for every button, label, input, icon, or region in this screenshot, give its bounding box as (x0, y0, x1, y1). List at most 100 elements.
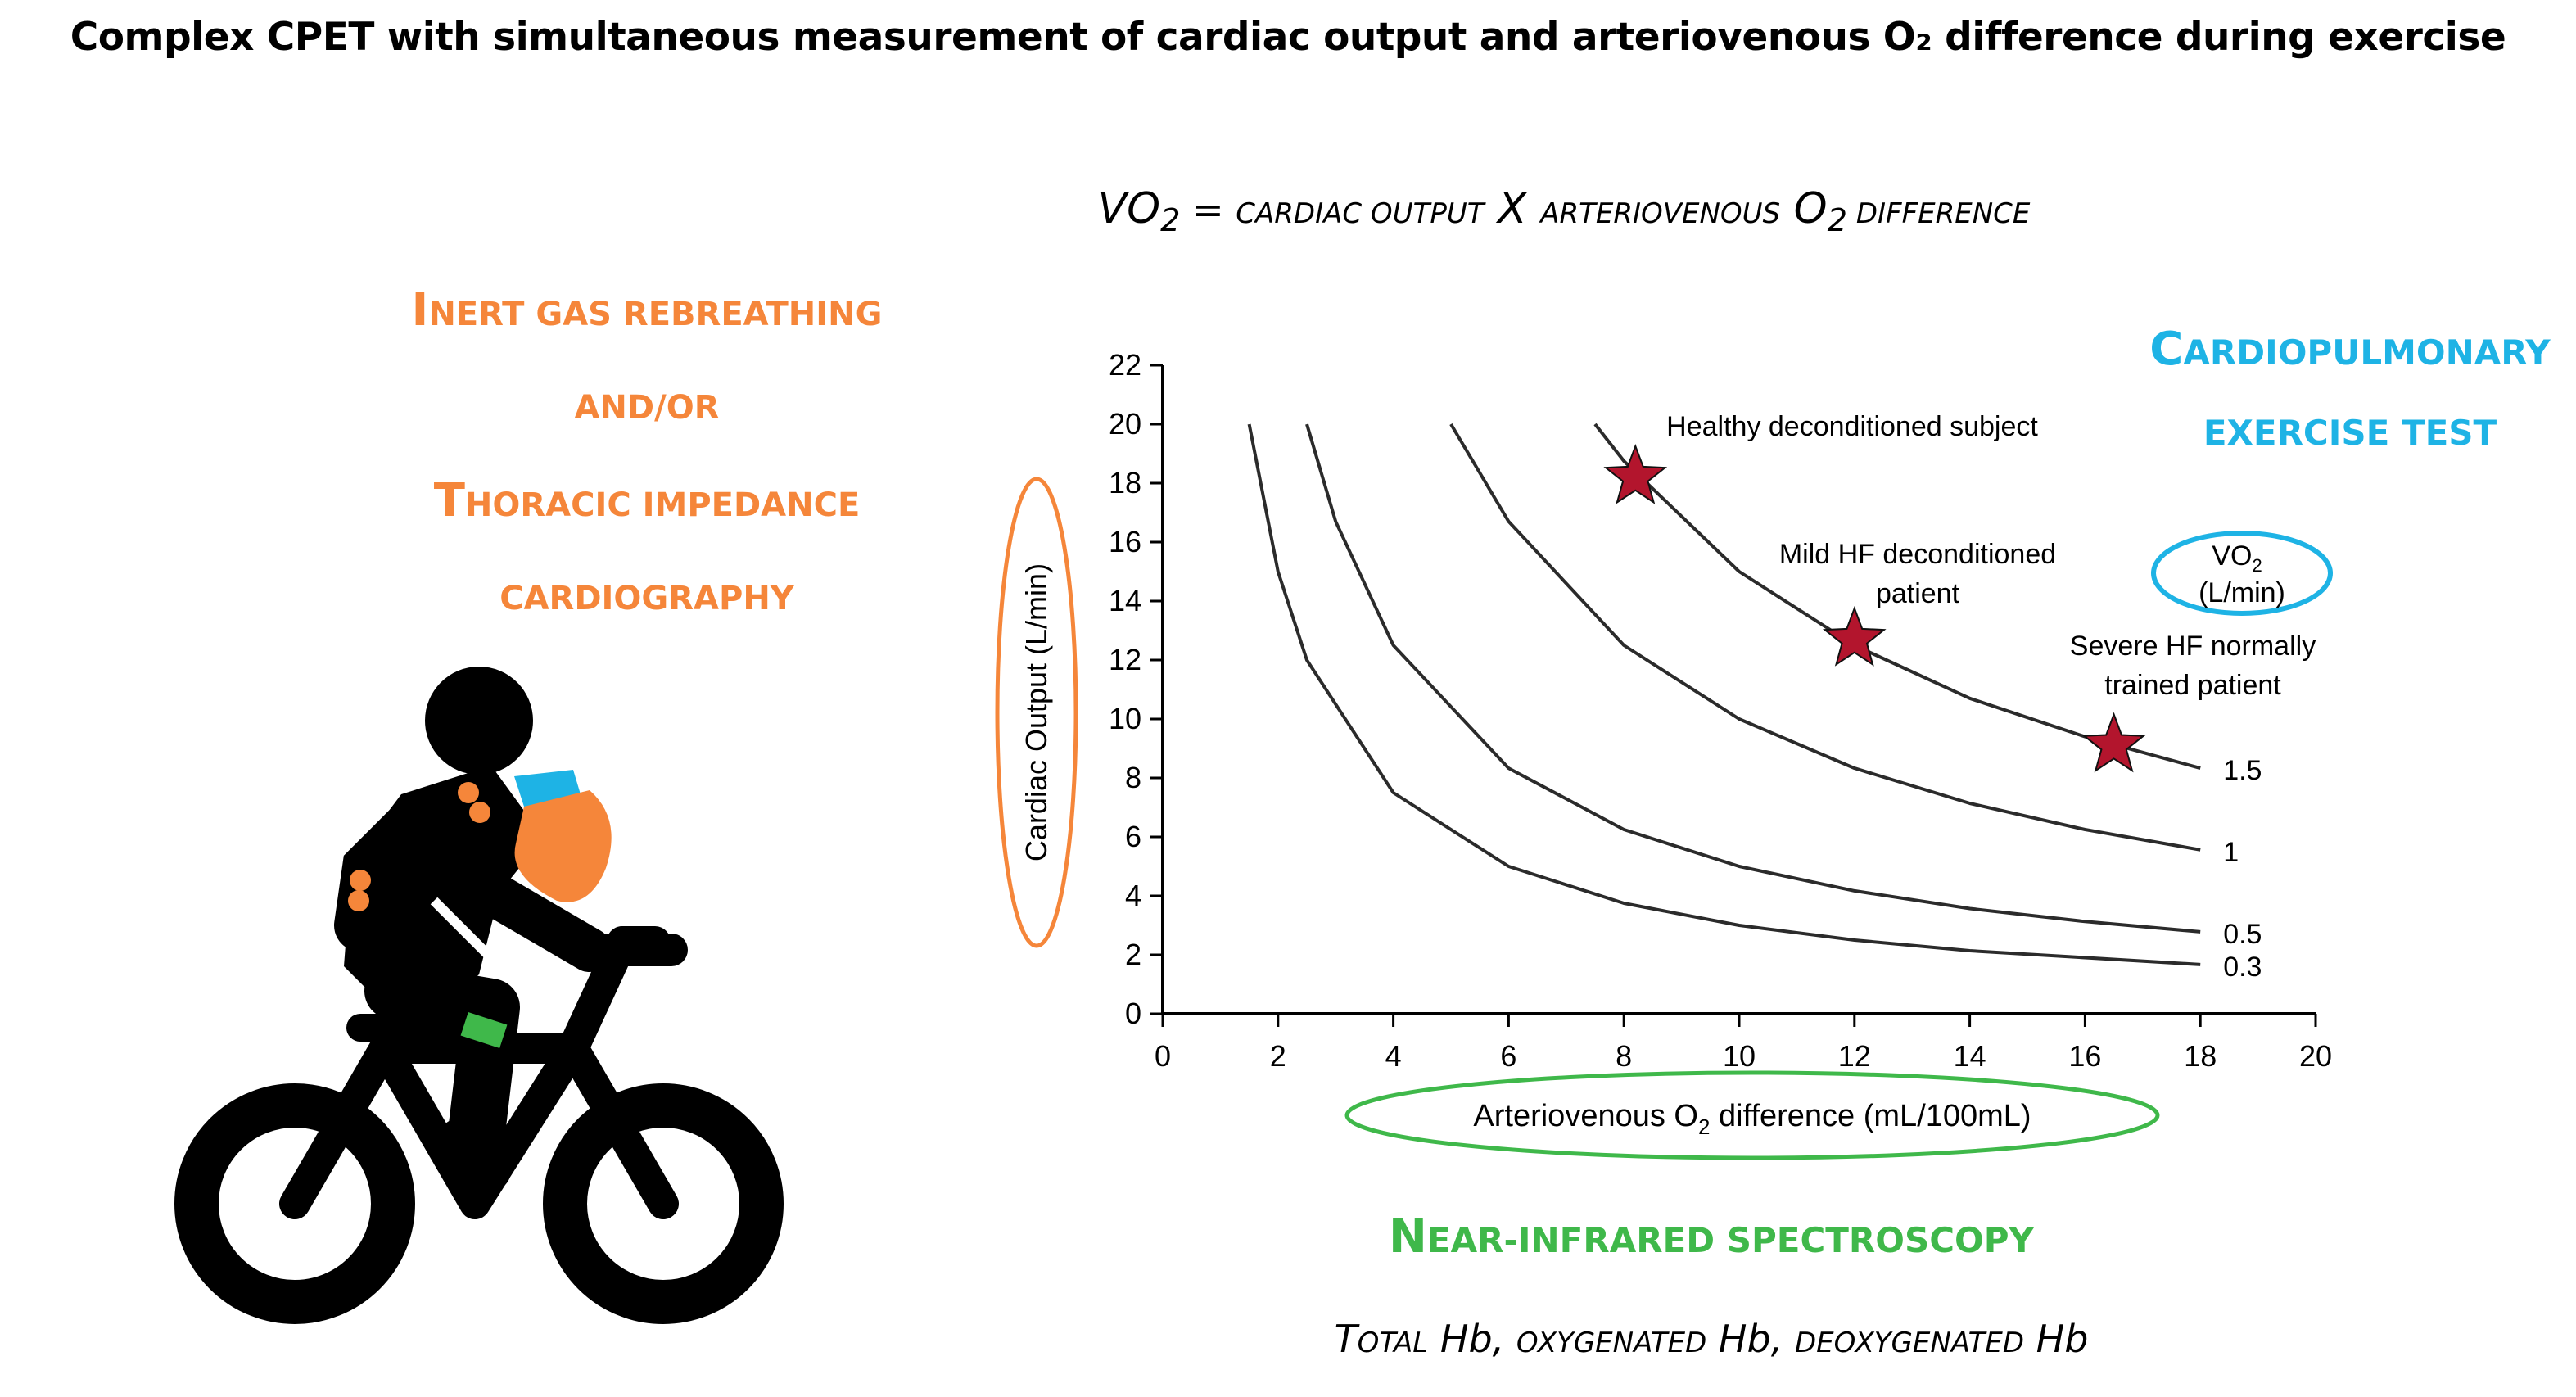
method-line-3: Thoracic impedance (270, 454, 1024, 552)
iso-vo2-curve-1 (1449, 423, 2201, 852)
cpet-line-2: exercise test (2203, 413, 2497, 453)
formula-vo2-sub: 2 (1160, 202, 1181, 240)
formula-o2: O (1780, 184, 1828, 233)
front-wheel (543, 1083, 784, 1324)
hb-oxygenated: oxygenated (1516, 1327, 1707, 1359)
formula-times: X (1484, 184, 1541, 233)
iso-vo2-label: 0.3 (2223, 952, 2262, 983)
patient-star-marker (1822, 605, 1887, 667)
patient-marker-label: Healthy deconditioned subject (1666, 411, 2038, 442)
patient-star-marker (2081, 712, 2146, 773)
rider-outline (430, 897, 504, 970)
hb-deoxygenated: deoxygenated (1794, 1327, 2025, 1359)
electrode-1 (458, 782, 479, 803)
patient-marker-label: Severe HF normally (2070, 631, 2316, 662)
vo2-legend-title-main: VO (2212, 540, 2252, 572)
y-tick-label: 12 (1109, 643, 1141, 676)
chart-axes: 0 2 4 6 8 10 12 14 16 18 20 0 2 4 6 8 10 12 14 16 18 20 22 (1109, 348, 2332, 1073)
vo2-legend: VO2 (L/min) (2151, 531, 2333, 616)
patient-marker-label: Mild HF deconditioned (1779, 539, 2056, 570)
nirs-label: Near-infrared spectroscopy (1261, 1210, 2162, 1264)
y-tick-label: 6 (1125, 820, 1141, 853)
rider-head (425, 667, 533, 775)
x-tick-label: 0 (1155, 1039, 1171, 1073)
cpet-line-1-cap: C (2149, 323, 2184, 376)
y-tick-label: 16 (1109, 525, 1141, 558)
rider-leg (364, 962, 520, 1175)
vo2-legend-title-sub: 2 (2252, 555, 2262, 576)
iso-vo2-curves: 0.30.5 1 1.5 (1247, 423, 2262, 983)
x-axis-title-rest: difference (mL/100mL) (1710, 1099, 2031, 1133)
patient-marker-label: patient (1876, 578, 1960, 609)
x-axis-title-main: Arteriovenous O (1473, 1099, 1698, 1133)
hemoglobin-measures: Total Hb, oxygenated Hb, deoxygenated Hb (1179, 1317, 2244, 1361)
hb-t-cap: T (1334, 1317, 1358, 1361)
impedance-electrodes (348, 782, 490, 911)
x-axis-title: Arteriovenous O2 difference (mL/100mL) (1473, 1099, 2031, 1139)
hb-total: otal (1357, 1327, 1429, 1359)
vo2-formula: VO2 = cardiac output X arteriovenous O2 … (983, 184, 2145, 239)
cpet-line-1: Cardiopulmonary (1982, 310, 2576, 393)
nirs-probe (460, 1012, 508, 1048)
cpet-label: Cardiopulmonary exercise test (1982, 310, 2576, 473)
y-tick-label: 4 (1125, 879, 1141, 912)
y-tick-label: 22 (1109, 348, 1141, 382)
electrode-4 (348, 890, 369, 911)
x-tick-label: 4 (1385, 1039, 1402, 1073)
method-line-3-rest: horacic impedance (464, 486, 861, 524)
x-tick-label: 20 (2299, 1039, 2332, 1073)
electrode-3 (350, 870, 371, 891)
y-axis-title-group: Cardiac Output (L/min) (995, 477, 1078, 948)
x-tick-label: 16 (2068, 1039, 2101, 1073)
figure-title: Complex CPET with simultaneous measureme… (70, 15, 2506, 60)
formula-av: arteriovenous (1540, 197, 1781, 230)
patient-marker-label: trained patient (2104, 670, 2281, 701)
iso-vo2-label: 1 (2223, 837, 2239, 868)
y-axis-highlight-ellipse (995, 477, 1078, 948)
y-tick-label: 10 (1109, 702, 1141, 735)
hb-sep-1: Hb, (1428, 1317, 1516, 1361)
nirs-rest: ear-infrared spectroscopy (1426, 1220, 2034, 1260)
method-line-2: and/or (574, 389, 720, 427)
iso-vo2-curve-0-5 (1305, 423, 2201, 934)
formula-o2-sub: 2 (1827, 202, 1848, 240)
x-tick-label: 8 (1616, 1039, 1632, 1073)
y-tick-label: 14 (1109, 584, 1141, 617)
method-line-1-rest: nert gas rebreathing (428, 296, 883, 333)
y-tick-label: 20 (1109, 407, 1141, 441)
y-tick-label: 2 (1125, 938, 1141, 971)
cardiac-output-methods: Inert gas rebreathing and/or Thoracic im… (270, 264, 1024, 645)
y-tick-label: 0 (1125, 997, 1141, 1030)
formula-vo2: VO (1097, 184, 1161, 233)
method-line-4: cardiography (499, 580, 794, 617)
rear-wheel (174, 1083, 415, 1324)
vo2-legend-units: (L/min) (2199, 577, 2285, 608)
x-tick-label: 12 (1838, 1039, 1871, 1073)
y-tick-label: 8 (1125, 761, 1141, 794)
electrode-2 (469, 802, 490, 823)
patient-markers: Healthy deconditioned subject Mild HF dec… (1603, 411, 2316, 773)
iso-vo2-label: 0.5 (2223, 919, 2262, 950)
cpet-line-1-rest: ardiopulmonary (2183, 332, 2551, 373)
x-axis-title-group: Arteriovenous O2 difference (mL/100mL) (1344, 1070, 2160, 1160)
patient-star-marker (1603, 443, 1668, 504)
nirs-cap: N (1389, 1210, 1427, 1264)
gas-analyser (514, 770, 612, 902)
x-tick-label: 6 (1500, 1039, 1516, 1073)
vo2-legend-ellipse (2151, 531, 2333, 616)
method-line-1-cap: I (411, 283, 429, 337)
x-tick-label: 18 (2184, 1039, 2217, 1073)
iso-vo2-label: 1.5 (2223, 755, 2262, 786)
formula-eq: = (1180, 188, 1236, 232)
hb-sep-3: Hb (2024, 1317, 2089, 1361)
rider-foot (439, 1119, 511, 1191)
x-tick-label: 14 (1954, 1039, 1986, 1073)
x-tick-label: 10 (1723, 1039, 1756, 1073)
rider-forearm (469, 870, 612, 972)
x-axis-highlight-ellipse (1344, 1070, 2160, 1160)
rebreathing-bag (514, 790, 612, 902)
bicycle (174, 926, 784, 1324)
y-tick-label: 18 (1109, 466, 1141, 500)
hb-sep-2: Hb, (1706, 1317, 1795, 1361)
